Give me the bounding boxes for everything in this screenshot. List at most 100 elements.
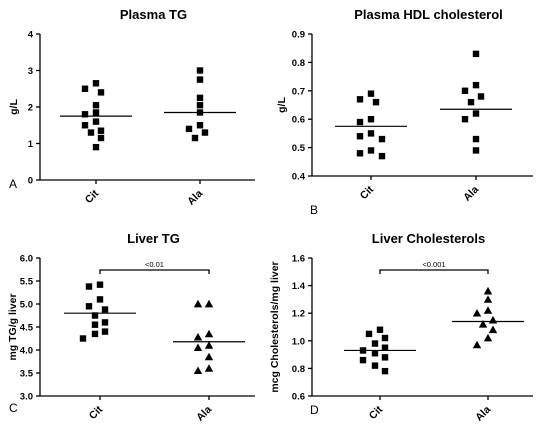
- data-point-ala: [472, 147, 480, 154]
- data-point-cit: [371, 340, 379, 347]
- chart-title: Liver Cholesterols: [372, 231, 485, 246]
- data-point-ala: [472, 340, 482, 349]
- y-axis-label: g/L: [276, 97, 288, 113]
- data-point-ala: [201, 129, 209, 136]
- data-point-cit: [381, 354, 389, 361]
- panel-letter: A: [9, 177, 17, 191]
- data-point-cit: [365, 330, 373, 338]
- data-point-cit: [97, 134, 105, 142]
- y-tick-label: 3.0: [20, 392, 33, 403]
- data-point-ala: [196, 94, 204, 102]
- data-point-ala: [483, 286, 493, 295]
- y-axis-label: mg TG/g liver: [7, 293, 19, 360]
- y-tick-label: 5.5: [20, 277, 34, 288]
- data-point-cit: [91, 330, 99, 338]
- data-point-cit: [381, 344, 389, 351]
- data-point-ala: [483, 295, 493, 303]
- data-point-ala: [193, 332, 203, 341]
- data-point-ala: [488, 325, 498, 334]
- data-point-cit: [96, 281, 104, 288]
- data-point-ala: [483, 306, 493, 314]
- x-tick-label: Cit: [87, 403, 106, 422]
- panel-b: Plasma HDL cholesterol g/L 0.4 0.5 0.6 0.7 0.8…: [276, 7, 533, 217]
- y-tick-label: 0: [28, 176, 33, 187]
- data-point-cit: [356, 118, 364, 126]
- data-point-ala: [204, 329, 214, 338]
- data-point-ala: [185, 125, 193, 133]
- data-point-ala: [483, 333, 493, 342]
- data-point-cit: [381, 334, 389, 342]
- data-point-cit: [81, 85, 89, 92]
- x-tick-label: Ala: [194, 404, 214, 424]
- data-point-ala: [204, 364, 214, 372]
- data-point-cit: [92, 143, 100, 151]
- data-point-cit: [97, 127, 105, 134]
- data-point-cit: [367, 130, 375, 137]
- data-point-cit: [85, 283, 93, 290]
- y-tick-label: 0.8: [292, 364, 305, 375]
- data-point-cit: [92, 101, 100, 109]
- y-tick-label: 4.5: [20, 323, 34, 334]
- data-point-cit: [87, 129, 95, 136]
- significance-bracket: [99, 269, 210, 274]
- data-point-ala: [477, 93, 485, 100]
- data-point-ala: [461, 87, 469, 94]
- y-axis-label: mcg Cholesterols/mg liver: [269, 261, 281, 392]
- y-tick-label: 3.5: [20, 369, 34, 380]
- significance-label: <0.001: [422, 260, 445, 269]
- y-tick-label: 0.6: [292, 115, 305, 126]
- y-tick-label: 6.0: [20, 254, 33, 265]
- chart-title: Plasma HDL cholesterol: [354, 7, 503, 22]
- data-point-ala: [196, 122, 204, 129]
- y-tick-label: 1.0: [292, 336, 305, 347]
- y-axis-label: g/L: [8, 99, 20, 115]
- panel-a: Plasma TG g/L 0 1 2 3 4 Cit Ala A: [8, 7, 255, 208]
- data-point-cit: [367, 116, 375, 123]
- y-tick-label: 5.0: [20, 300, 33, 311]
- data-point-cit: [367, 90, 375, 97]
- panel-letter: D: [310, 403, 319, 417]
- x-tick-label: Ala: [473, 404, 493, 424]
- data-point-cit: [378, 135, 386, 143]
- significance-bracket: [379, 269, 489, 274]
- significance-label: <0.01: [145, 260, 164, 269]
- data-point-ala: [196, 76, 204, 83]
- data-point-cit: [367, 147, 375, 154]
- data-point-ala: [196, 67, 204, 74]
- chart-title: Plasma TG: [120, 7, 187, 22]
- data-point-cit: [85, 303, 93, 310]
- data-point-cit: [101, 319, 109, 326]
- panel-c: Liver TG mg TG/g liver 3.0 3.5 4.0 4.5 5.0 5.5 6…: [7, 231, 255, 424]
- y-tick-label: 0.7: [292, 86, 305, 97]
- data-point-cit: [97, 89, 105, 96]
- data-point-cit: [376, 326, 384, 333]
- data-point-ala: [472, 135, 480, 143]
- data-point-cit: [356, 150, 364, 157]
- y-tick-label: 0.9: [292, 30, 305, 41]
- y-tick-label: 0.6: [292, 392, 305, 403]
- data-point-ala: [191, 134, 199, 142]
- data-point-cit: [381, 367, 389, 375]
- data-point-ala: [472, 309, 482, 317]
- data-point-cit: [372, 98, 380, 106]
- data-point-cit: [378, 152, 386, 160]
- y-tick-label: 0.4: [292, 172, 306, 183]
- y-tick-label: 4: [28, 30, 34, 41]
- panel-letter: B: [310, 203, 318, 217]
- data-point-ala: [204, 341, 214, 349]
- y-tick-label: 0.8: [292, 58, 305, 69]
- y-tick-label: 0.5: [292, 143, 306, 154]
- data-point-cit: [96, 296, 104, 303]
- y-tick-label: 1: [28, 139, 34, 150]
- data-point-cit: [91, 312, 99, 319]
- data-point-ala: [204, 299, 214, 308]
- data-point-cit: [371, 362, 379, 369]
- x-tick-label: Cit: [83, 187, 102, 206]
- data-point-cit: [359, 356, 367, 364]
- data-point-ala: [196, 101, 204, 109]
- data-point-ala: [193, 299, 203, 308]
- data-point-ala: [193, 366, 203, 375]
- y-tick-label: 3: [28, 66, 33, 77]
- data-point-ala: [472, 81, 480, 89]
